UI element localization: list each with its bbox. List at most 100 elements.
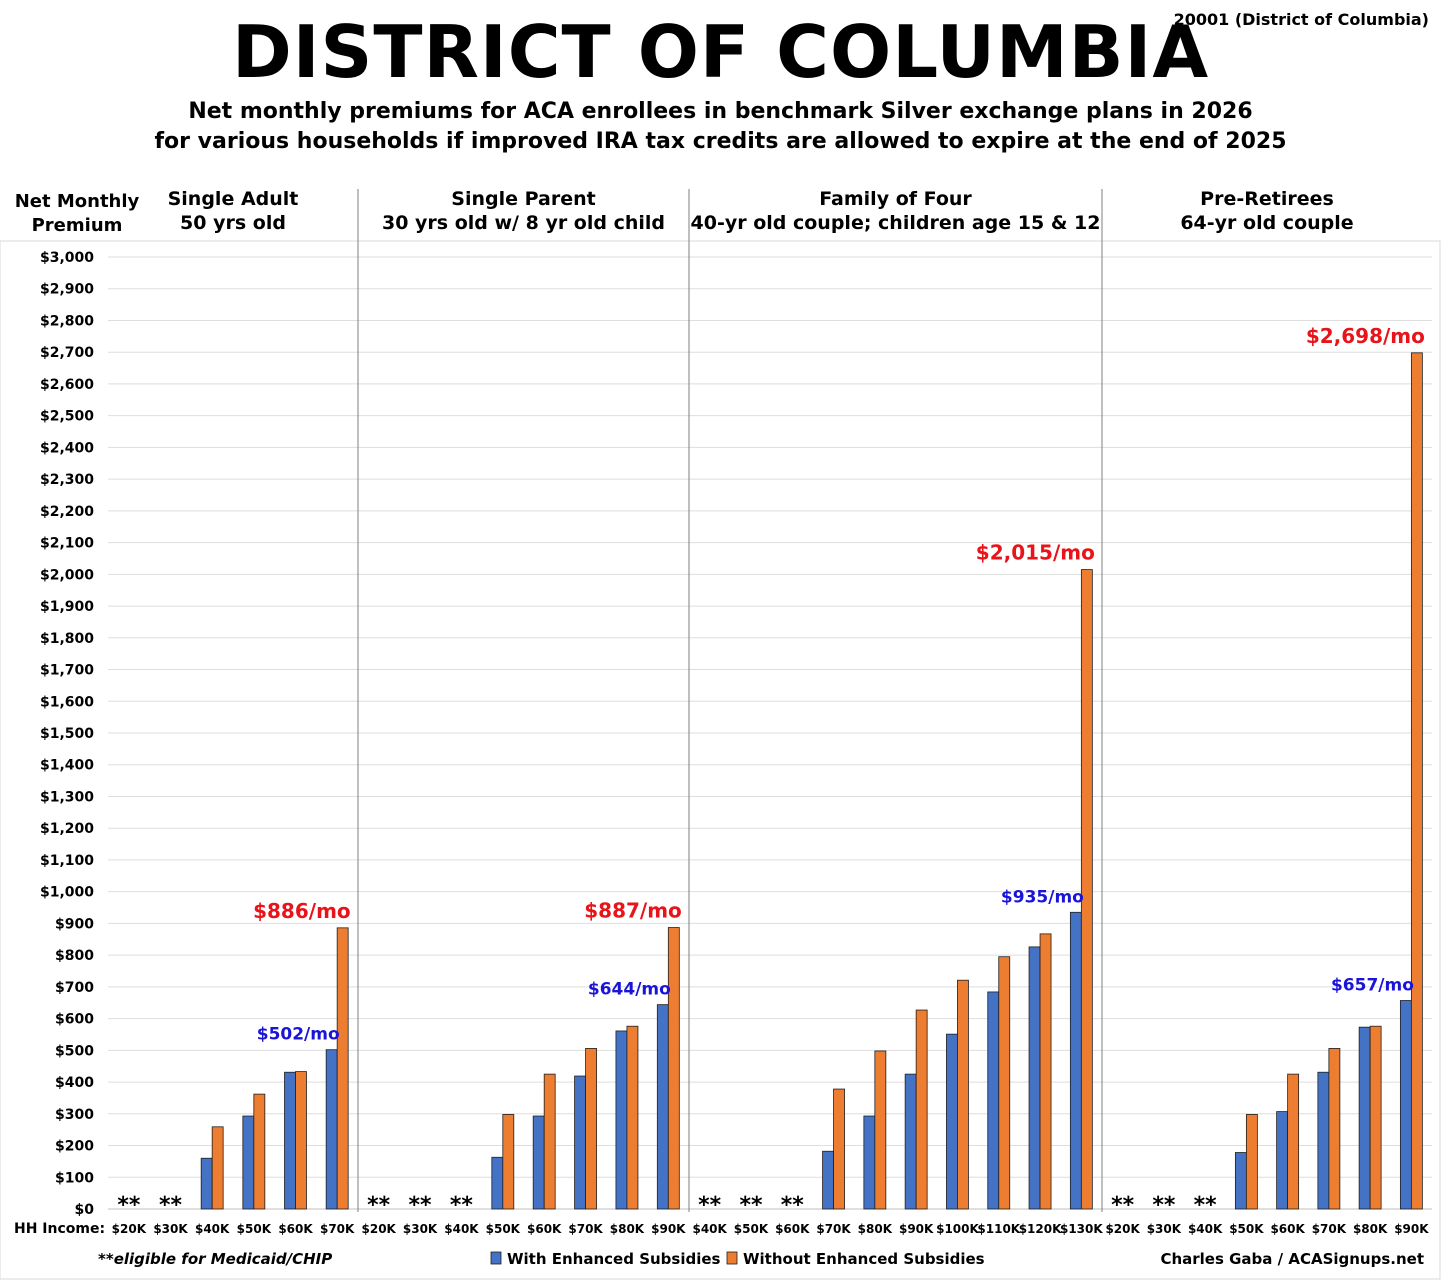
x-tick-label: $50K — [486, 1222, 521, 1236]
x-tick-label: $60K — [775, 1222, 810, 1236]
y-tick-label: $2,000 — [40, 567, 94, 583]
y-tick-label: $0 — [75, 1202, 95, 1218]
bar-without-subsidies — [543, 1073, 556, 1210]
group-subtitle: 30 yrs old w/ 8 yr old child — [382, 212, 665, 234]
bar-without-subsidies — [295, 1071, 307, 1210]
y-tick-label: $1,800 — [40, 631, 94, 647]
bar-with-subsidies — [946, 1033, 958, 1210]
bar-with-subsidies — [1234, 1152, 1247, 1210]
y-tick-label: $100 — [55, 1170, 94, 1186]
bar-with-subsidies — [574, 1075, 586, 1210]
bar-with-subsidies — [987, 991, 1000, 1210]
bar-without-subsidies — [874, 1050, 887, 1210]
group-subtitle: 40-yr old couple; children age 15 & 12 — [691, 212, 1101, 234]
y-tick-label: $1,000 — [40, 885, 94, 901]
bar-without-subsidies — [833, 1088, 845, 1210]
y-tick-label: $1,900 — [40, 599, 94, 615]
bar-with-subsidies — [284, 1071, 296, 1210]
y-tick-label: $1,700 — [40, 663, 94, 679]
medicaid-marker: ** — [1152, 1193, 1176, 1218]
x-tick-label: $70K — [1312, 1222, 1347, 1236]
legend-label-with: With Enhanced Subsidies — [507, 1250, 721, 1268]
y-tick-label: $800 — [55, 948, 94, 964]
y-tick-label: $1,100 — [40, 853, 94, 869]
x-tick-label: $70K — [568, 1222, 603, 1236]
legend-label-without: Without Enhanced Subsidies — [743, 1250, 985, 1268]
bar-with-subsidies — [532, 1115, 545, 1210]
medicaid-marker: ** — [409, 1193, 433, 1218]
y-tick-label: $200 — [55, 1139, 94, 1155]
x-tick-label: $30K — [1147, 1222, 1182, 1236]
group-title: Single Adult — [168, 188, 299, 210]
x-tick-label: $50K — [237, 1222, 272, 1236]
legend-swatch-with — [490, 1251, 502, 1265]
x-tick-label: $120K — [1019, 1222, 1062, 1236]
zip-code-label: 20001 (District of Columbia) — [1173, 10, 1429, 29]
x-tick-label: $50K — [734, 1222, 769, 1236]
y-tick-label: $400 — [55, 1075, 94, 1091]
x-tick-label: $60K — [278, 1222, 313, 1236]
y-tick-label: $300 — [55, 1107, 94, 1123]
chart-frame — [0, 240, 1441, 1280]
medicaid-marker: ** — [117, 1193, 141, 1218]
medicaid-marker: ** — [739, 1193, 763, 1218]
chart-title: DISTRICT OF COLUMBIA — [231, 10, 1210, 94]
x-tick-label: $30K — [403, 1222, 438, 1236]
y-axis-label-line2: Premium — [32, 215, 123, 236]
medicaid-marker: ** — [1111, 1193, 1135, 1218]
medicaid-marker: ** — [698, 1193, 722, 1218]
y-tick-label: $2,600 — [40, 377, 94, 393]
bar-without-subsidies — [1410, 352, 1423, 1210]
y-tick-label: $1,600 — [40, 694, 94, 710]
footnote: **eligible for Medicaid/CHIP — [98, 1250, 332, 1268]
x-tick-label: $80K — [858, 1222, 893, 1236]
x-tick-label: $40K — [195, 1222, 230, 1236]
group-subtitle: 50 yrs old — [180, 212, 286, 234]
x-tick-label: $70K — [816, 1222, 851, 1236]
legend-swatch-without — [726, 1251, 738, 1265]
bar-without-subsidies — [253, 1093, 266, 1210]
x-tick-label: $130K — [1060, 1222, 1103, 1236]
bar-without-subsidies — [1287, 1073, 1300, 1210]
bar-without-subsidies — [1039, 933, 1052, 1210]
x-tick-label: $60K — [527, 1222, 562, 1236]
bar-with-subsidies — [615, 1030, 628, 1210]
x-tick-label: $90K — [1394, 1222, 1429, 1236]
chart-subtitle-line1: Net monthly premiums for ACA enrollees i… — [188, 99, 1253, 124]
x-tick-label: $40K — [444, 1222, 479, 1236]
x-tick-label: $90K — [899, 1222, 934, 1236]
bar-without-subsidies — [626, 1025, 639, 1210]
x-tick-label: $110K — [977, 1222, 1020, 1236]
data-label-without: $2,698/mo — [1306, 324, 1425, 348]
bar-with-subsidies — [325, 1049, 338, 1210]
bar-with-subsidies — [1358, 1026, 1371, 1210]
group-title: Pre-Retirees — [1200, 188, 1334, 210]
y-tick-label: $1,200 — [40, 821, 94, 837]
bar-with-subsidies — [1276, 1111, 1289, 1210]
chart-subtitle-line2: for various households if improved IRA t… — [154, 129, 1287, 154]
medicaid-marker: ** — [781, 1193, 805, 1218]
x-tick-label: $90K — [651, 1222, 686, 1236]
x-tick-label: $80K — [1353, 1222, 1388, 1236]
medicaid-marker: ** — [1194, 1193, 1218, 1218]
y-tick-label: $2,500 — [40, 409, 94, 425]
y-tick-label: $500 — [55, 1043, 94, 1059]
y-tick-label: $900 — [55, 916, 94, 932]
group-title: Family of Four — [819, 188, 972, 210]
bar-with-subsidies — [904, 1073, 917, 1210]
bar-without-subsidies — [502, 1114, 515, 1210]
y-tick-label: $2,100 — [40, 536, 94, 552]
bar-with-subsidies — [1069, 911, 1082, 1210]
y-tick-label: $700 — [55, 980, 94, 996]
medicaid-marker: ** — [450, 1193, 474, 1218]
x-tick-label: $20K — [1105, 1222, 1140, 1236]
bar-with-subsidies — [822, 1150, 834, 1210]
y-tick-label: $2,400 — [40, 440, 94, 456]
bar-without-subsidies — [211, 1126, 224, 1210]
bar-without-subsidies — [1328, 1048, 1341, 1210]
x-tick-label: $80K — [610, 1222, 645, 1236]
y-tick-label: $2,800 — [40, 313, 94, 329]
x-axis-prefix-label: HH Income: — [14, 1221, 105, 1237]
group-subtitle: 64-yr old couple — [1180, 212, 1353, 234]
